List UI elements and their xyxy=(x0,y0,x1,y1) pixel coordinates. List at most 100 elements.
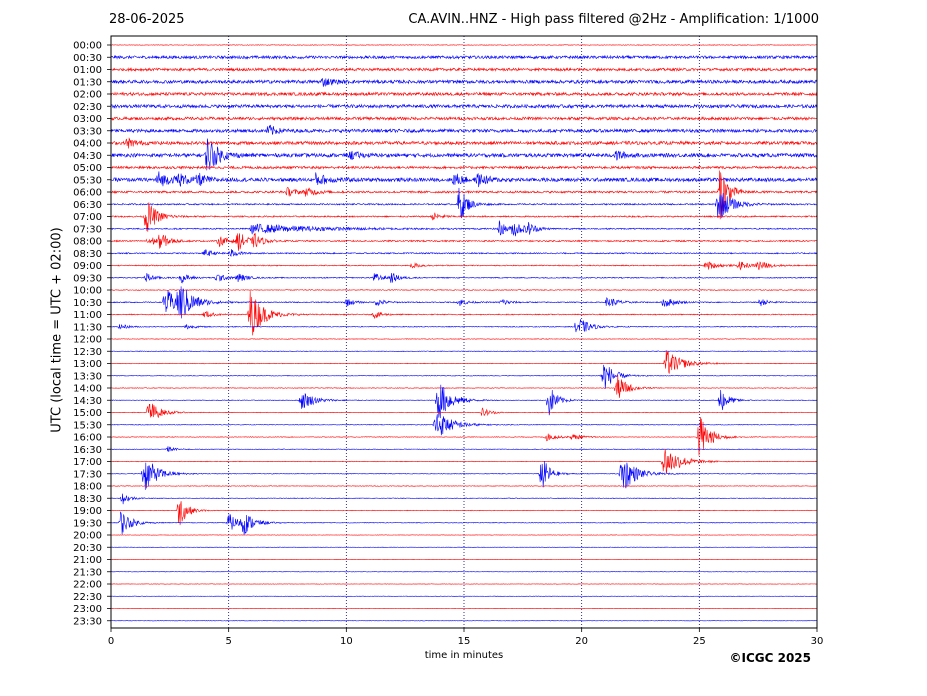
y-tick-label: 19:00 xyxy=(73,506,102,517)
y-tick-label: 21:30 xyxy=(73,567,102,578)
y-tick-label: 17:30 xyxy=(73,469,102,480)
y-tick-label: 15:00 xyxy=(73,408,102,419)
trace-row-1400 xyxy=(110,374,818,398)
y-tick-label: 12:00 xyxy=(73,335,102,346)
y-tick-label: 01:30 xyxy=(73,77,102,88)
y-tick-label: 13:00 xyxy=(73,359,102,370)
y-tick-label: 00:30 xyxy=(73,53,102,64)
y-tick-label: 03:00 xyxy=(73,114,102,125)
trace-row-1430 xyxy=(110,384,818,419)
y-tick-label: 01:00 xyxy=(73,65,102,76)
y-tick-label: 07:00 xyxy=(73,212,102,223)
trace-row-1230 xyxy=(110,350,818,352)
y-tick-label: 14:30 xyxy=(73,396,102,407)
trace-row-0400 xyxy=(110,137,818,149)
trace-row-0030 xyxy=(110,54,818,60)
trace-row-0800 xyxy=(110,232,818,251)
x-tick-label: 0 xyxy=(108,636,114,647)
trace-row-0900 xyxy=(110,261,818,271)
trace-layer xyxy=(110,44,818,622)
trace-row-1000 xyxy=(110,289,818,291)
y-tick-label: 05:30 xyxy=(73,175,102,186)
y-tick-label: 03:30 xyxy=(73,126,102,137)
x-tick-label: 30 xyxy=(811,636,824,647)
trace-row-0500 xyxy=(110,165,818,170)
trace-row-0330 xyxy=(110,124,818,135)
trace-row-0700 xyxy=(110,202,818,232)
plot-frame xyxy=(110,35,818,629)
y-tick-label: 10:30 xyxy=(73,298,102,309)
trace-row-1900 xyxy=(110,501,818,526)
y-tick-label: 13:30 xyxy=(73,371,102,382)
y-tick-label: 19:30 xyxy=(73,518,102,529)
trace-row-0200 xyxy=(110,91,818,97)
y-tick-label: 04:00 xyxy=(73,139,102,150)
trace-row-1130 xyxy=(110,319,818,333)
x-tick-label: 5 xyxy=(225,636,231,647)
y-tick-label: 14:00 xyxy=(73,384,102,395)
trace-row-1930 xyxy=(110,511,818,536)
y-tick-label: 08:00 xyxy=(73,237,102,248)
trace-row-1800 xyxy=(110,485,818,487)
trace-row-0630 xyxy=(110,187,818,219)
trace-row-0130 xyxy=(110,78,818,87)
trace-row-1500 xyxy=(110,403,818,418)
y-tick-label: 20:00 xyxy=(73,531,102,542)
x-tick-label: 15 xyxy=(458,636,471,647)
y-tick-label: 11:30 xyxy=(73,322,102,333)
y-tick-label: 20:30 xyxy=(73,543,102,554)
trace-row-1630 xyxy=(111,446,818,452)
y-tick-label: 16:30 xyxy=(73,445,102,456)
y-tick-label: 23:00 xyxy=(73,604,102,615)
y-tick-label: 18:00 xyxy=(73,482,102,493)
y-tick-label: 22:00 xyxy=(73,580,102,591)
y-tick-label: 00:00 xyxy=(73,41,102,52)
y-tick-label: 06:30 xyxy=(73,200,102,211)
grid-layer xyxy=(228,36,700,628)
trace-row-0100 xyxy=(110,67,818,72)
trace-row-0930 xyxy=(110,273,818,284)
y-tick-label: 09:00 xyxy=(73,261,102,272)
trace-row-1030 xyxy=(110,286,818,319)
trace-row-0600 xyxy=(110,170,818,220)
trace-row-1830 xyxy=(110,493,818,505)
trace-row-0830 xyxy=(110,249,818,257)
trace-row-1300 xyxy=(110,350,818,374)
trace-row-1200 xyxy=(110,338,818,340)
trace-row-0300 xyxy=(110,116,818,122)
trace-row-0530 xyxy=(110,171,818,188)
x-tick-label: 20 xyxy=(575,636,588,647)
trace-row-0430 xyxy=(110,138,818,171)
copyright-label: ©ICGC 2025 xyxy=(729,651,811,665)
date-label: 28-06-2025 xyxy=(109,12,185,27)
y-tick-label: 17:00 xyxy=(73,457,102,468)
chart-title: CA.AVIN..HNZ - High pass filtered @2Hz -… xyxy=(408,12,819,27)
y-tick-label: 21:00 xyxy=(73,555,102,566)
trace-row-1700 xyxy=(110,449,818,473)
y-tick-label: 23:30 xyxy=(73,616,102,627)
y-tick-label: 15:30 xyxy=(73,420,102,431)
y-tick-label: 02:30 xyxy=(73,102,102,113)
y-tick-label: 05:00 xyxy=(73,163,102,174)
trace-row-0730 xyxy=(110,220,818,237)
y-tick-label: 12:30 xyxy=(73,347,102,358)
y-tick-label: 10:00 xyxy=(73,286,102,297)
trace-row-1330 xyxy=(110,364,818,389)
y-tick-label: 04:30 xyxy=(73,151,102,162)
y-tick-label: 02:00 xyxy=(73,90,102,101)
trace-row-0230 xyxy=(110,103,818,109)
trace-row-1100 xyxy=(110,291,818,336)
y-tick-label: 07:30 xyxy=(73,224,102,235)
y-tick-label: 06:00 xyxy=(73,188,102,199)
y-axis-label: UTC (local time = UTC + 02:00) xyxy=(49,227,65,433)
y-tick-label: 08:30 xyxy=(73,249,102,260)
y-tick-label: 18:30 xyxy=(73,494,102,505)
trace-row-1730 xyxy=(110,460,818,490)
x-tick-label: 25 xyxy=(693,636,706,647)
x-axis-label: time in minutes xyxy=(424,650,504,661)
y-tick-label: 09:30 xyxy=(73,273,102,284)
y-tick-label: 16:00 xyxy=(73,433,102,444)
x-tick-label: 10 xyxy=(340,636,353,647)
